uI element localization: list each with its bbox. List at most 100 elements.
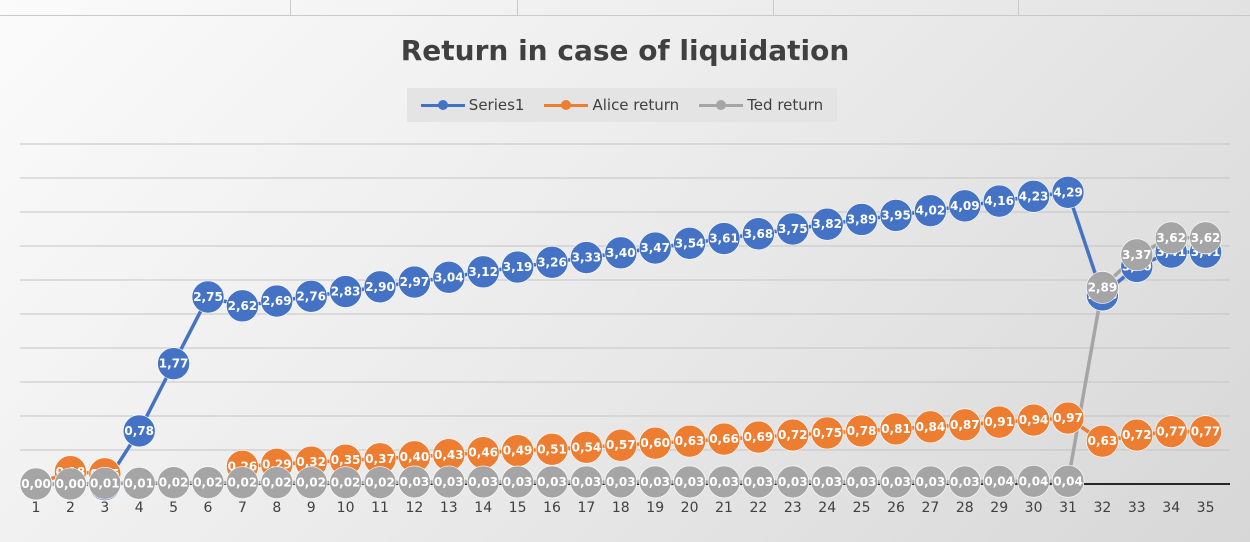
data-label: 3,82 bbox=[812, 217, 842, 231]
data-point bbox=[501, 465, 534, 499]
x-tick-label: 20 bbox=[681, 500, 699, 516]
data-point bbox=[398, 265, 431, 299]
data-point bbox=[638, 231, 672, 265]
data-point bbox=[54, 467, 87, 501]
data-label: 0,02 bbox=[193, 476, 223, 490]
data-label: 0,77 bbox=[1156, 425, 1186, 439]
data-point bbox=[1086, 271, 1119, 304]
legend: Series1 Alice return Ted return bbox=[407, 88, 837, 122]
x-tick-label: 17 bbox=[577, 500, 595, 516]
data-point bbox=[1017, 464, 1050, 498]
chart-title: Return in case of liquidation bbox=[400, 34, 850, 67]
data-label: 0,03 bbox=[744, 475, 774, 489]
data-point bbox=[1017, 403, 1050, 437]
data-label: 0,03 bbox=[400, 475, 430, 489]
data-label: 0,01 bbox=[90, 476, 120, 490]
x-tick-label: 18 bbox=[612, 500, 630, 516]
data-label: 0,57 bbox=[606, 438, 636, 452]
data-point bbox=[570, 241, 603, 274]
data-point bbox=[810, 416, 844, 450]
data-point bbox=[982, 405, 1016, 439]
data-label: 0,63 bbox=[1088, 434, 1118, 448]
data-point bbox=[1154, 221, 1188, 255]
x-tick-label: 8 bbox=[272, 500, 281, 516]
data-label: 0,03 bbox=[503, 475, 533, 489]
data-label: 4,23 bbox=[1019, 189, 1049, 203]
data-point bbox=[535, 465, 569, 499]
data-point bbox=[157, 466, 190, 499]
data-point bbox=[294, 280, 328, 313]
data-label: 3,37 bbox=[1122, 248, 1152, 262]
data-point bbox=[329, 275, 362, 308]
data-point bbox=[776, 212, 810, 246]
data-label: 0,72 bbox=[1122, 428, 1152, 442]
data-label: 0,75 bbox=[812, 426, 842, 440]
data-point bbox=[742, 420, 775, 454]
data-point bbox=[432, 465, 466, 499]
data-point bbox=[1120, 238, 1154, 272]
data-label: 0,49 bbox=[503, 444, 533, 458]
data-label: 0,03 bbox=[675, 475, 705, 489]
data-label: 0,00 bbox=[56, 477, 86, 491]
data-label: 0,35 bbox=[331, 453, 361, 467]
data-label: 0,03 bbox=[434, 475, 464, 489]
data-label: 0,03 bbox=[468, 475, 498, 489]
data-label: 0,51 bbox=[537, 442, 567, 456]
x-tick-label: 22 bbox=[749, 500, 767, 516]
x-tick-label: 6 bbox=[204, 500, 213, 516]
data-point bbox=[501, 250, 534, 284]
data-label: 3,12 bbox=[468, 265, 498, 279]
data-label: 0,87 bbox=[950, 418, 980, 432]
data-point bbox=[638, 426, 672, 460]
data-point bbox=[363, 466, 397, 499]
data-label: 3,61 bbox=[709, 232, 739, 246]
data-label: 0,03 bbox=[778, 475, 808, 489]
x-tick-label: 32 bbox=[1093, 500, 1111, 516]
data-label: 0,03 bbox=[606, 475, 636, 489]
data-point bbox=[191, 466, 225, 499]
data-point bbox=[363, 270, 397, 304]
data-point bbox=[1051, 401, 1085, 435]
data-label: 1,77 bbox=[159, 357, 189, 371]
data-label: 0,81 bbox=[881, 422, 911, 436]
data-point bbox=[879, 199, 913, 232]
data-point bbox=[226, 289, 259, 323]
data-label: 0,77 bbox=[1191, 425, 1221, 439]
data-point bbox=[673, 465, 706, 499]
data-point bbox=[1120, 418, 1154, 452]
x-tick-label: 27 bbox=[921, 500, 939, 516]
data-label: 3,62 bbox=[1191, 231, 1221, 245]
data-point bbox=[88, 467, 122, 500]
data-point bbox=[914, 465, 947, 499]
data-point bbox=[1017, 180, 1050, 213]
data-point bbox=[122, 467, 156, 500]
data-point bbox=[914, 194, 947, 227]
legend-swatch-series1 bbox=[420, 99, 465, 111]
data-label: 0,03 bbox=[640, 475, 670, 489]
x-tick-label: 19 bbox=[646, 500, 664, 516]
data-point bbox=[535, 246, 569, 279]
data-label: 0,04 bbox=[1019, 474, 1049, 488]
data-point bbox=[707, 222, 741, 255]
data-point bbox=[1189, 415, 1222, 448]
data-label: 3,68 bbox=[744, 227, 774, 241]
data-label: 4,02 bbox=[916, 204, 946, 218]
data-point bbox=[776, 418, 810, 452]
data-point bbox=[742, 465, 775, 499]
x-tick-label: 30 bbox=[1025, 500, 1043, 516]
x-tick-label: 12 bbox=[405, 500, 423, 516]
data-label: 3,47 bbox=[640, 241, 670, 255]
data-point bbox=[535, 433, 569, 466]
data-label: 0,29 bbox=[262, 457, 292, 471]
data-label: 0,00 bbox=[21, 477, 51, 491]
data-label: 0,69 bbox=[744, 430, 774, 444]
x-tick-label: 3 bbox=[100, 500, 109, 516]
data-point bbox=[1154, 415, 1188, 448]
data-label: 3,89 bbox=[847, 212, 877, 226]
data-label: 0,02 bbox=[159, 476, 189, 490]
data-label: 0,91 bbox=[984, 415, 1014, 429]
x-tick-label: 2 bbox=[66, 500, 75, 516]
x-tick-label: 31 bbox=[1059, 500, 1077, 516]
data-point bbox=[226, 466, 259, 499]
